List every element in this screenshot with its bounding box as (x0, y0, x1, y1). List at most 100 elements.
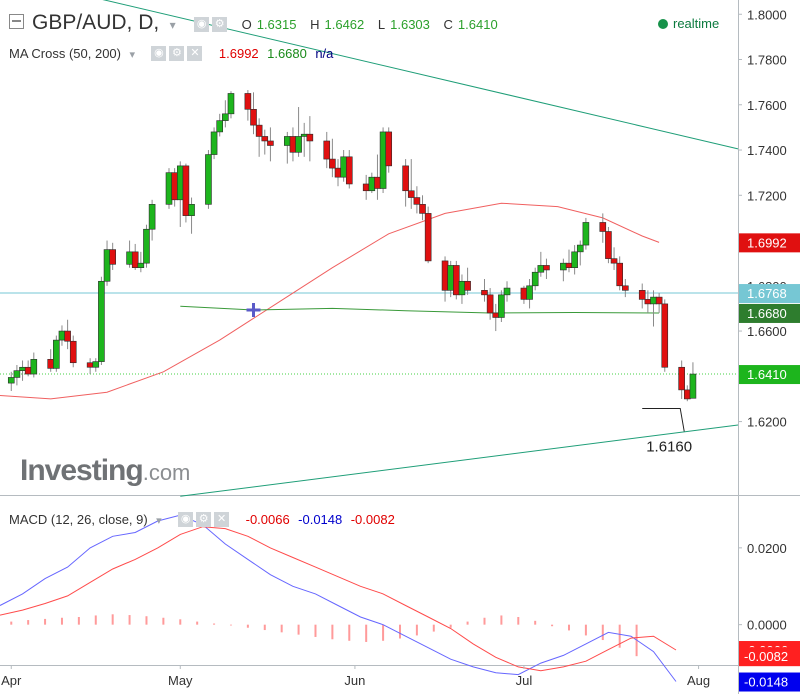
ma-slow-value: 1.6680 (267, 46, 307, 61)
candle-body (188, 204, 195, 216)
price-tag (739, 233, 800, 253)
ma-50-line (0, 202, 660, 400)
collapse-icon[interactable] (9, 14, 24, 29)
candle-body (323, 140, 331, 160)
y-tick-label: 1.7800 (747, 53, 787, 68)
candle-body (655, 296, 663, 305)
candle-body (610, 258, 618, 264)
high-key: H (310, 17, 320, 32)
candle-body (148, 204, 156, 230)
candle-body (683, 389, 691, 400)
candle-body (453, 265, 460, 296)
y-tick-label: 1.6200 (747, 415, 787, 430)
live-dot-icon (658, 19, 668, 29)
candle-body (565, 262, 573, 268)
price-tag-label: 1.6680 (747, 306, 787, 321)
candle-body (289, 136, 297, 153)
trendline-2 (180, 424, 739, 497)
candle-body (492, 312, 500, 318)
candle-body (47, 359, 55, 369)
candle-body (531, 271, 539, 287)
gear-icon[interactable]: ⚙ (169, 46, 185, 62)
low-key: L (377, 17, 386, 32)
candle-body (441, 260, 449, 291)
candle-body (464, 280, 471, 291)
price-tag-label: 1.6768 (747, 286, 787, 301)
macd-price-tag-label: -0.0148 (744, 675, 788, 690)
chevron-down-icon[interactable]: ▾ (169, 18, 176, 32)
ma-fast-value: 1.6992 (218, 46, 259, 61)
candle-body (7, 377, 15, 384)
logo-brand: Investing (20, 454, 144, 487)
candle-body (227, 93, 235, 115)
close-icon[interactable]: ✕ (214, 512, 230, 528)
x-tick-label: May (168, 673, 193, 688)
candle-body (143, 228, 150, 264)
candle-body (661, 303, 669, 368)
macd-pane (0, 514, 677, 682)
x-tick-label: Jul (516, 673, 533, 688)
y-tick-label: 1.7600 (747, 98, 787, 113)
candle-body (419, 204, 426, 214)
candle-body (678, 366, 685, 391)
low-value: 1.6303 (390, 17, 430, 32)
open-key: O (241, 17, 252, 32)
eye-icon[interactable]: ◉ (178, 512, 194, 528)
candle-body (481, 290, 488, 296)
x-tick-label: Jun (344, 673, 365, 688)
open-value: 1.6315 (256, 17, 297, 32)
investing-logo: Investing.com (20, 454, 190, 488)
candle-body (644, 299, 652, 305)
candle-body (13, 370, 21, 378)
candle-body (261, 136, 269, 142)
candle-body (126, 251, 133, 265)
low-annotation-pointer (642, 407, 685, 432)
axes: 1.80001.78001.76001.74001.72001.70001.68… (1, 7, 800, 692)
gear-icon[interactable]: ⚙ (212, 17, 228, 33)
candle-body (374, 176, 381, 189)
eye-icon[interactable]: ◉ (151, 46, 167, 62)
candle-body (616, 262, 623, 287)
x-tick-label: Aug (687, 673, 710, 688)
candle-body (571, 251, 578, 268)
macd-price-tag-label: -0.0082 (744, 649, 788, 664)
signal-line (0, 526, 677, 672)
candle-body (165, 172, 173, 205)
gear-icon[interactable]: ⚙ (196, 512, 212, 528)
chevron-down-icon[interactable]: ▾ (156, 515, 162, 527)
trendline-1 (102, 0, 739, 150)
candle-body (284, 136, 291, 146)
candle-body (526, 285, 533, 300)
candle-body (520, 287, 528, 300)
candle-body (689, 373, 697, 399)
macd-price-tag (739, 672, 800, 692)
candle-body (19, 366, 26, 371)
realtime-indicator: realtime (658, 16, 719, 31)
symbol-legend: GBP/AUD, D, ▾ ◉ ⚙ O 1.6315 H 1.6462 L 1.6303… (32, 11, 498, 35)
close-value: 1.6410 (457, 17, 498, 32)
candle-body (24, 366, 32, 375)
x-tick-label: Apr (1, 673, 22, 688)
candle-body (402, 165, 409, 192)
candle-body (69, 340, 77, 364)
candle-body (244, 93, 252, 110)
candle-body (329, 158, 336, 169)
close-icon[interactable]: ✕ (187, 46, 203, 62)
eye-icon[interactable]: ◉ (194, 17, 210, 33)
ma-title: MA Cross (50, 200) (9, 46, 121, 61)
chevron-down-icon[interactable]: ▾ (129, 49, 135, 61)
candle-body (109, 249, 116, 265)
signal-value: -0.0082 (350, 512, 395, 527)
candle-body (176, 165, 184, 201)
realtime-label: realtime (673, 16, 720, 31)
close-key: C (443, 17, 453, 32)
candle-body (503, 287, 511, 296)
macd-y-tick-label: 0.0200 (747, 541, 787, 556)
ma-cross-value: n/a (315, 46, 334, 61)
candle-body (599, 222, 607, 232)
histogram-value: -0.0066 (245, 512, 290, 527)
candle-body (379, 131, 387, 189)
candle-body (424, 213, 432, 262)
